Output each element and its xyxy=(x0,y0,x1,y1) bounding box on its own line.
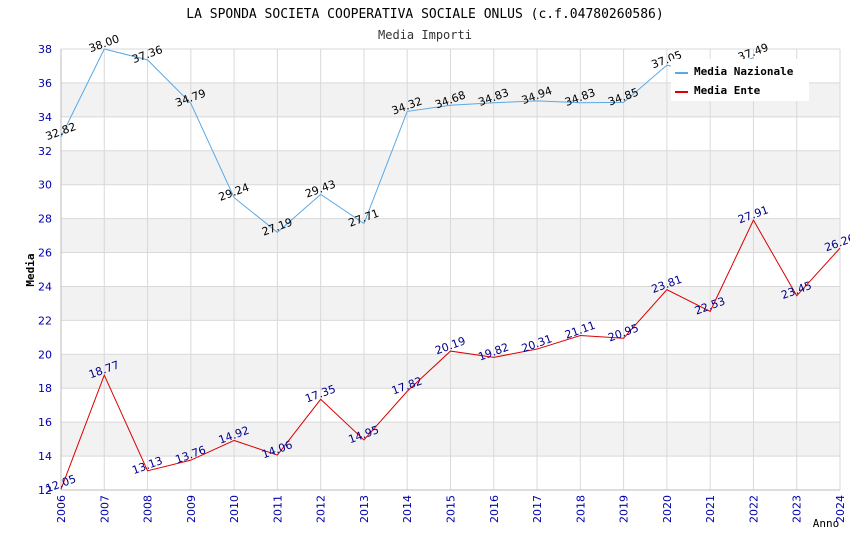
x-tick-label: 2018 xyxy=(574,495,587,523)
y-tick-label: 16 xyxy=(38,416,52,429)
x-tick-label: 2015 xyxy=(445,495,458,523)
legend-label-media-nazionale: Media Nazionale xyxy=(694,65,794,78)
x-tick-label: 2021 xyxy=(704,495,717,523)
gridlines xyxy=(60,48,841,491)
chart-subtitle: Media Importi xyxy=(378,28,472,42)
x-tick-label: 2020 xyxy=(661,495,674,523)
y-tick-label: 24 xyxy=(38,280,52,293)
x-tick-label: 2016 xyxy=(488,495,501,523)
x-tick-label: 2017 xyxy=(531,495,544,523)
x-tick-labels: 2006 2007 2008 2009 2010 2011 2012 2013 2014 2015… xyxy=(55,495,847,523)
axes xyxy=(60,49,840,491)
y-tick-label: 32 xyxy=(38,145,52,158)
x-tick-label: 2009 xyxy=(185,495,198,523)
x-tick-label: 2007 xyxy=(98,495,111,523)
x-tick-label: 2019 xyxy=(618,495,631,523)
legend-box xyxy=(671,59,809,101)
x-tick-label: 2008 xyxy=(142,495,155,523)
x-tick-label: 2013 xyxy=(358,495,371,523)
y-tick-label: 14 xyxy=(38,450,52,463)
y-tick-label: 38 xyxy=(38,43,52,56)
legend-label-media-ente: Media Ente xyxy=(694,84,761,97)
x-tick-label: 2014 xyxy=(401,495,414,523)
series-line-media-ente xyxy=(60,219,841,490)
series-line-media-nazionale xyxy=(60,48,754,234)
y-tick-label: 28 xyxy=(38,213,52,226)
series-lines xyxy=(60,48,841,490)
y-tick-label: 22 xyxy=(38,314,52,327)
x-tick-label: 2010 xyxy=(228,495,241,523)
chart-title: LA SPONDA SOCIETA COOPERATIVA SOCIALE ON… xyxy=(186,7,663,22)
y-tick-label: 26 xyxy=(38,247,52,260)
y-tick-labels: 12 14 16 18 20 22 24 26 28 30 32 34 36 38 xyxy=(38,43,52,497)
x-tick-label: 2022 xyxy=(747,495,760,523)
y-tick-label: 36 xyxy=(38,77,52,90)
x-axis-label: Anno xyxy=(813,517,840,530)
x-tick-label: 2024 xyxy=(834,495,847,523)
y-tick-label: 30 xyxy=(38,179,52,192)
x-tick-label: 2023 xyxy=(791,495,804,523)
x-tick-label: 2012 xyxy=(315,495,328,523)
y-tick-label: 34 xyxy=(38,111,52,124)
x-tick-label: 2011 xyxy=(271,495,284,523)
y-tick-label: 18 xyxy=(38,382,52,395)
y-tick-label: 20 xyxy=(38,348,52,361)
y-axis-label: Media xyxy=(24,253,37,286)
x-tick-label: 2006 xyxy=(55,495,68,523)
legend: Media Nazionale Media Ente xyxy=(671,59,809,101)
y-tick-label: 12 xyxy=(38,484,52,497)
